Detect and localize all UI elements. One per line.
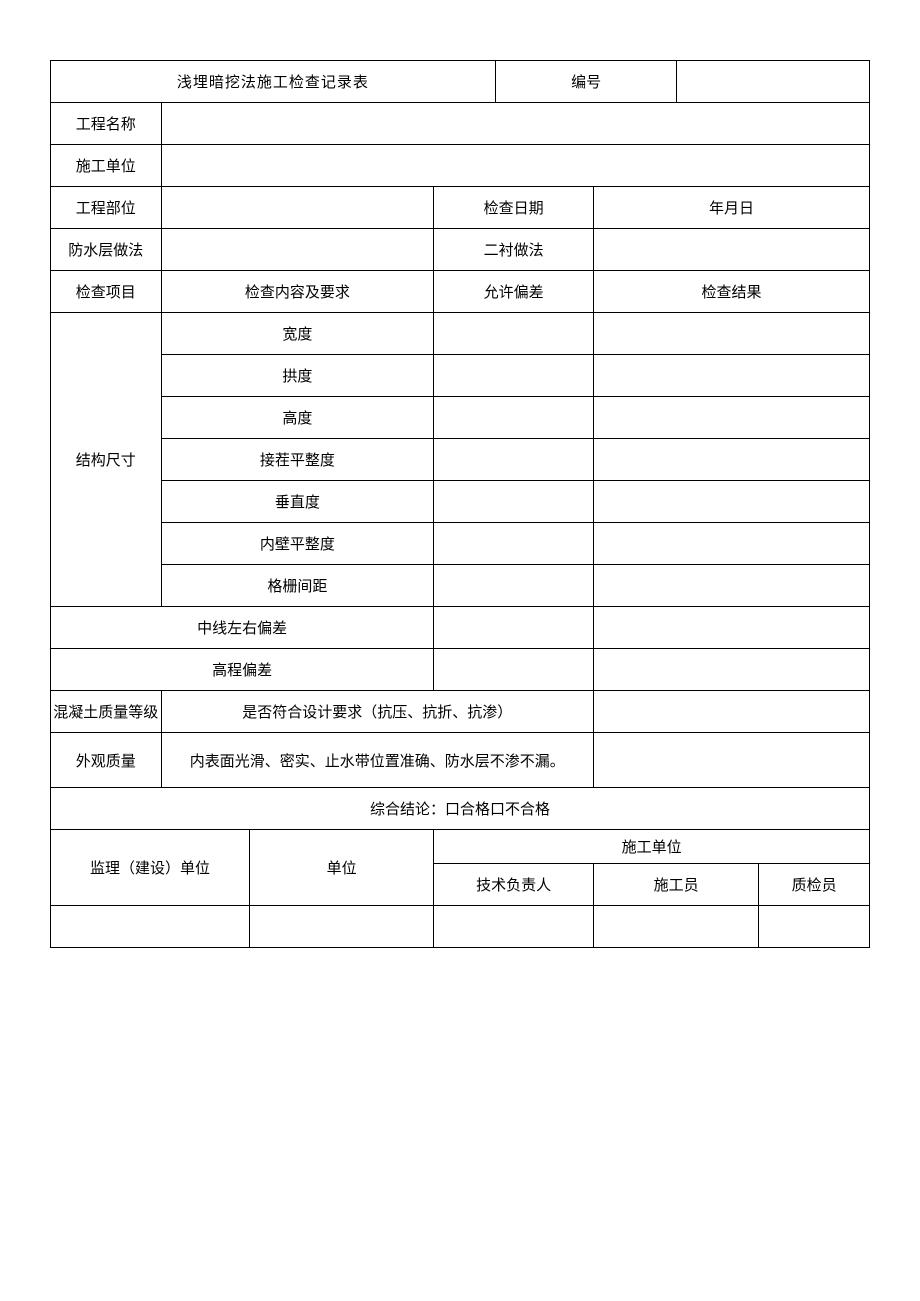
col-content-req: 检查内容及要求 — [161, 271, 434, 313]
row-centerline: 中线左右偏差 — [51, 607, 434, 649]
inspection-date-value[interactable]: 年月日 — [593, 187, 869, 229]
sig-tech-lead[interactable] — [434, 906, 594, 948]
project-part-label: 工程部位 — [51, 187, 162, 229]
waterproof-label: 防水层做法 — [51, 229, 162, 271]
project-part-value[interactable] — [161, 187, 434, 229]
concrete-quality-req: 是否符合设计要求（抗压、抗折、抗渗） — [161, 691, 593, 733]
tol-joint[interactable] — [434, 439, 594, 481]
res-wall[interactable] — [593, 523, 869, 565]
tol-grid[interactable] — [434, 565, 594, 607]
row-verticality: 垂直度 — [161, 481, 434, 523]
supervision-unit-label: 监理（建设）单位 — [51, 830, 250, 906]
footer-construction-unit: 施工单位 — [434, 830, 870, 864]
res-joint[interactable] — [593, 439, 869, 481]
sig-constructor[interactable] — [593, 906, 758, 948]
tol-height[interactable] — [434, 397, 594, 439]
form-title: 浅埋暗挖法施工检查记录表 — [51, 61, 496, 103]
inspection-date-label: 检查日期 — [434, 187, 594, 229]
col-check-item: 检查项目 — [51, 271, 162, 313]
conclusion: 综合结论：口合格口不合格 — [51, 788, 870, 830]
tol-width[interactable] — [434, 313, 594, 355]
project-name-value[interactable] — [161, 103, 869, 145]
res-elevation[interactable] — [593, 649, 869, 691]
row-joint-flatness: 接茬平整度 — [161, 439, 434, 481]
col-tolerance: 允许偏差 — [434, 271, 594, 313]
row-arch: 拱度 — [161, 355, 434, 397]
tol-vert[interactable] — [434, 481, 594, 523]
appearance-label: 外观质量 — [51, 733, 162, 788]
row-width: 宽度 — [161, 313, 434, 355]
res-grid[interactable] — [593, 565, 869, 607]
number-value[interactable] — [677, 61, 870, 103]
appearance-req: 内表面光滑、密实、止水带位置准确、防水层不渗不漏。 — [161, 733, 593, 788]
constructor-label: 施工员 — [593, 864, 758, 906]
res-appearance[interactable] — [593, 733, 869, 788]
res-arch[interactable] — [593, 355, 869, 397]
res-height[interactable] — [593, 397, 869, 439]
sig-inspector[interactable] — [759, 906, 870, 948]
project-name-label: 工程名称 — [51, 103, 162, 145]
row-wall-flatness: 内壁平整度 — [161, 523, 434, 565]
col-result: 检查结果 — [593, 271, 869, 313]
construction-unit-value[interactable] — [161, 145, 869, 187]
lining-label: 二衬做法 — [434, 229, 594, 271]
row-height: 高度 — [161, 397, 434, 439]
unit-label: 单位 — [250, 830, 434, 906]
concrete-quality-label: 混凝土质量等级 — [51, 691, 162, 733]
sig-unit[interactable] — [250, 906, 434, 948]
waterproof-value[interactable] — [161, 229, 434, 271]
inspection-form-table: 浅埋暗挖法施工检查记录表 编号 工程名称 施工单位 工程部位 检查日期 年月日 … — [50, 60, 870, 948]
number-label: 编号 — [495, 61, 677, 103]
res-vert[interactable] — [593, 481, 869, 523]
res-concrete[interactable] — [593, 691, 869, 733]
res-width[interactable] — [593, 313, 869, 355]
structure-size-label: 结构尺寸 — [51, 313, 162, 607]
tol-wall[interactable] — [434, 523, 594, 565]
tol-elevation[interactable] — [434, 649, 594, 691]
row-grid-spacing: 格栅间距 — [161, 565, 434, 607]
tech-lead-label: 技术负责人 — [434, 864, 594, 906]
construction-unit-label: 施工单位 — [51, 145, 162, 187]
inspector-label: 质检员 — [759, 864, 870, 906]
tol-centerline[interactable] — [434, 607, 594, 649]
row-elevation: 高程偏差 — [51, 649, 434, 691]
tol-arch[interactable] — [434, 355, 594, 397]
sig-supervision[interactable] — [51, 906, 250, 948]
res-centerline[interactable] — [593, 607, 869, 649]
lining-value[interactable] — [593, 229, 869, 271]
